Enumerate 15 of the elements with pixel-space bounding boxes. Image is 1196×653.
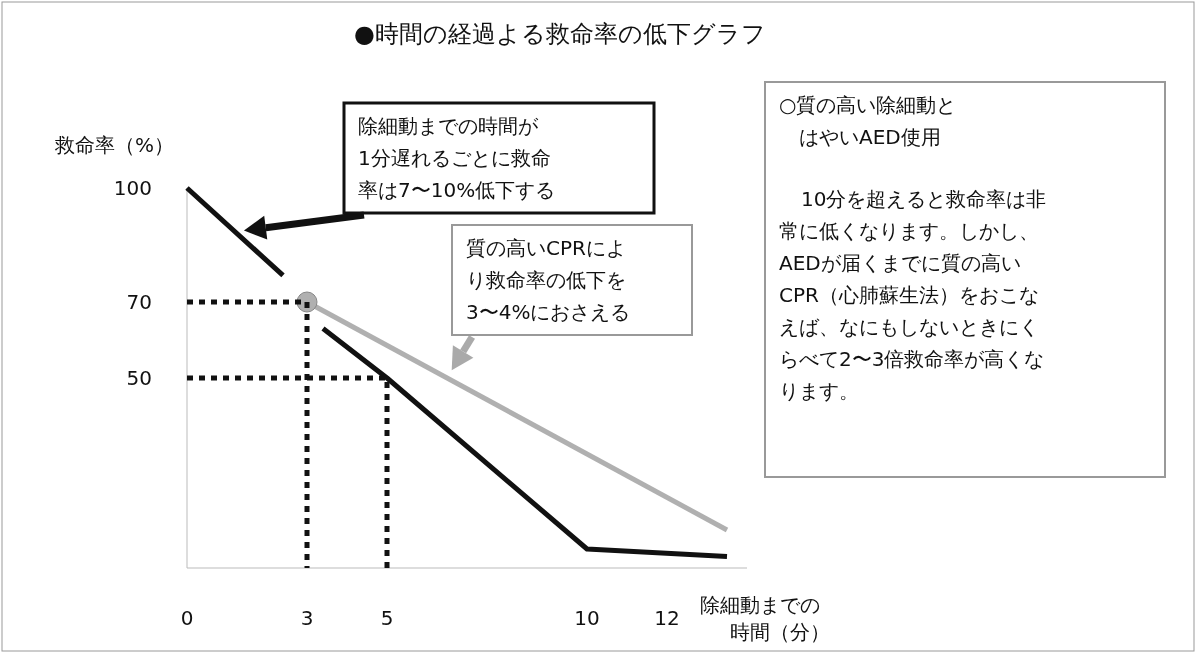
y-axis-title: 救命率（%） [54, 133, 175, 157]
chart-title: ●時間の経過よる救命率の低下グラフ [354, 20, 766, 48]
x-tick-label: 10 [574, 606, 600, 630]
annotation: 質の高いCPRにより救命率の低下を3〜4%におさえる [466, 236, 631, 324]
annotation: 除細動までの時間が1分遅れるごとに救命率は7〜10%低下する [358, 114, 556, 202]
x-tick-label: 12 [654, 606, 680, 630]
x-axis-title: 除細動までの時間（分） [700, 593, 830, 644]
text: 10分を超えると救命率は非常に低くなります。しかし、AEDが届くまでに質の高いCPR（心肺蘇生法）をおこなえば、なにもしないときにくらべて2〜3倍救命率が高くなります。 [779, 187, 1047, 403]
y-tick-label: 70 [126, 290, 152, 314]
y-tick-label: 50 [126, 366, 152, 390]
x-tick-label: 5 [380, 606, 394, 630]
text: ○質の高い除細動とはやいAED使用 [779, 93, 957, 149]
x-tick-label: 3 [300, 606, 314, 630]
x-tick-label: 0 [180, 606, 194, 630]
y-tick-label: 100 [113, 176, 152, 200]
